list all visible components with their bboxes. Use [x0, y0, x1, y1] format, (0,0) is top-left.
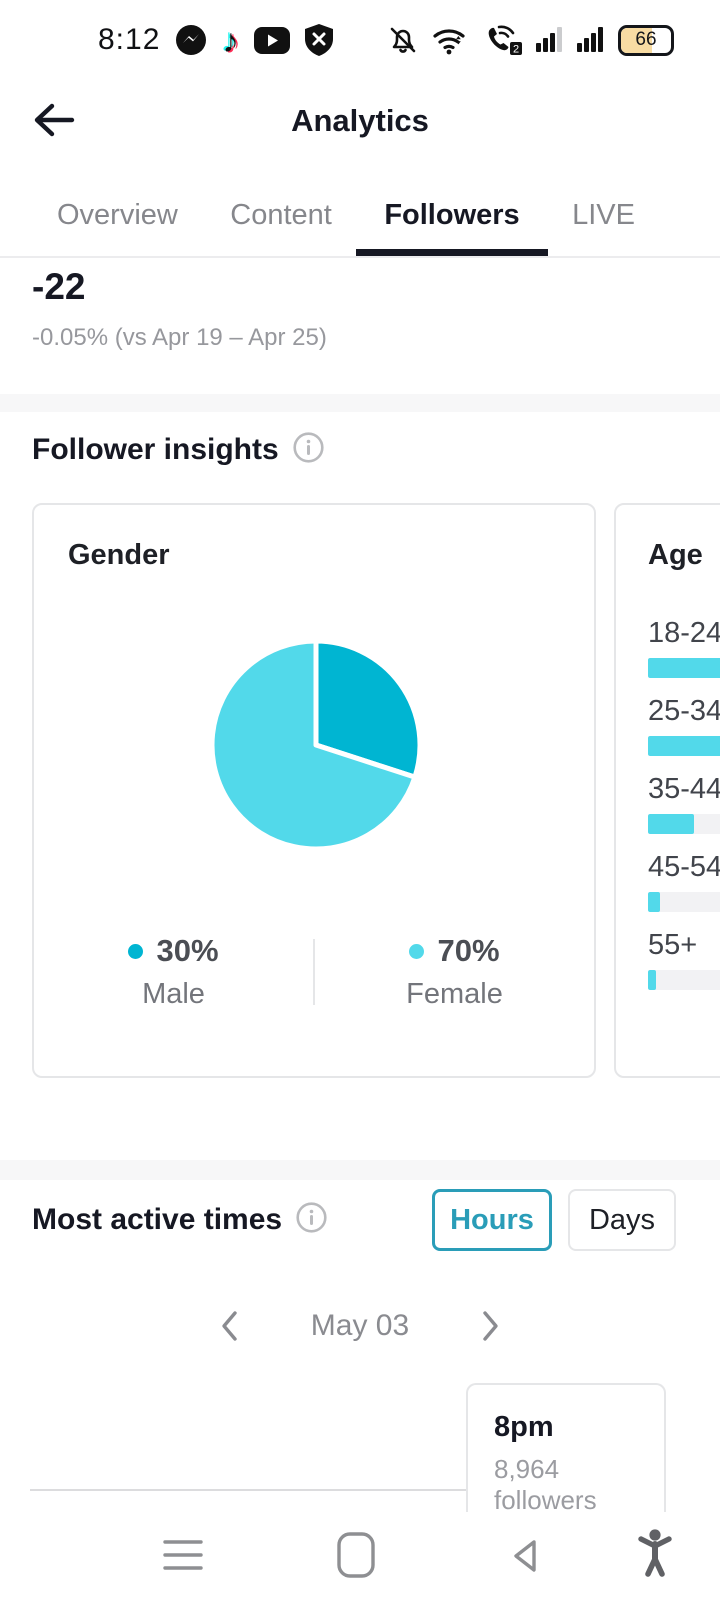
age-bar-track	[648, 814, 720, 834]
gender-card-title: Gender	[68, 539, 170, 571]
age-bar-chart: 18-24 25-34 35-44 45-54 55+	[648, 616, 720, 990]
insight-cards-carousel[interactable]: Gender 30% Male 70% Female Age	[0, 503, 720, 1078]
battery-fill-level	[621, 27, 652, 53]
sim-badge-number: 2	[513, 44, 519, 56]
tiktok-icon: ♪	[222, 21, 239, 59]
tab-content[interactable]: Content	[230, 199, 332, 231]
follower-insights-heading: Follower insights	[32, 432, 324, 468]
age-bar-track	[648, 736, 720, 756]
most-active-times-title: Most active times	[32, 1203, 283, 1236]
date-label: May 03	[310, 1309, 410, 1342]
status-bar-right: 2 66	[387, 23, 674, 57]
age-bar-fill	[648, 658, 720, 678]
battery-percent-text: 66	[635, 29, 657, 50]
bell-muted-icon	[387, 24, 419, 56]
chart-gridline	[30, 1489, 467, 1491]
age-bar-fill	[648, 814, 694, 834]
menu-icon[interactable]	[162, 1538, 204, 1574]
tab-overview[interactable]: Overview	[57, 199, 178, 231]
shield-x-icon	[304, 24, 333, 56]
youtube-icon	[253, 26, 290, 54]
app-header: Analytics	[0, 88, 720, 154]
age-card: Age 18-24 25-34 35-44 45-54 55+	[614, 503, 720, 1078]
legend-item-female: 70% Female	[315, 933, 594, 1011]
wifi-icon	[432, 24, 472, 56]
tab-followers[interactable]: Followers	[356, 176, 549, 256]
signal-sim1-icon	[536, 26, 564, 54]
accessibility-icon[interactable]	[634, 1528, 676, 1578]
female-dot-icon	[409, 943, 425, 959]
signal-sim2-icon	[577, 26, 605, 54]
age-bar-fill	[648, 970, 656, 990]
tab-bar: Overview Content Followers LIVE	[0, 176, 720, 258]
female-percent: 70%	[437, 933, 500, 968]
age-bar-fill	[648, 892, 660, 912]
age-row: 55+	[648, 928, 720, 990]
age-bucket-label: 45-54	[648, 851, 720, 883]
age-bucket-label: 25-34	[648, 695, 720, 727]
home-icon[interactable]	[336, 1532, 376, 1578]
wifi-calling-sim2-icon: 2	[485, 23, 523, 57]
pie-slice-female	[209, 638, 418, 852]
age-bucket-label: 55+	[648, 929, 698, 961]
female-label: Female	[406, 978, 503, 1010]
arrow-left-icon	[30, 100, 76, 145]
age-bar-fill	[648, 736, 720, 756]
legend-divider	[313, 939, 315, 1005]
clock-text: 8:12	[98, 23, 161, 56]
age-bar-track	[648, 892, 720, 912]
messenger-icon	[175, 24, 207, 56]
status-bar-left: 8:12 ♪	[98, 23, 333, 57]
age-bar-track	[648, 970, 720, 990]
hours-button[interactable]: Hours	[432, 1189, 552, 1251]
gender-card: Gender 30% Male 70% Female	[32, 503, 596, 1078]
tooltip-time: 8pm	[494, 1411, 554, 1443]
section-divider	[0, 394, 720, 412]
info-icon[interactable]	[293, 432, 324, 468]
age-row: 18-24	[648, 616, 720, 678]
section-divider	[0, 1160, 720, 1180]
days-button[interactable]: Days	[568, 1189, 676, 1251]
battery-icon: 66	[618, 24, 674, 56]
most-active-times-header: Most active times Hours Days	[32, 1188, 676, 1252]
age-card-title: Age	[648, 539, 703, 571]
age-bar-track	[648, 658, 720, 678]
tab-live[interactable]: LIVE	[572, 199, 635, 231]
back-icon[interactable]	[506, 1536, 546, 1576]
male-label: Male	[142, 978, 205, 1010]
age-bucket-label: 35-44	[648, 773, 720, 805]
info-icon[interactable]	[296, 1202, 327, 1238]
age-row: 45-54	[648, 850, 720, 912]
gender-legend: 30% Male 70% Female	[34, 933, 594, 1011]
most-active-times-heading: Most active times	[32, 1202, 327, 1238]
chevron-right-icon[interactable]	[480, 1309, 502, 1343]
date-navigator: May 03	[0, 1302, 720, 1350]
gender-pie-chart	[204, 633, 428, 857]
followers-delta-value: -22	[32, 266, 86, 307]
male-dot-icon	[128, 943, 144, 959]
male-percent: 30%	[156, 933, 219, 968]
pie-slice-male	[313, 638, 423, 780]
followers-delta-comparison: -0.05% (vs Apr 19 – Apr 25)	[32, 324, 327, 351]
chevron-left-icon[interactable]	[218, 1309, 240, 1343]
age-bucket-label: 18-24	[648, 617, 720, 649]
hours-days-toggle: Hours Days	[432, 1189, 676, 1251]
legend-item-male: 30% Male	[34, 933, 313, 1011]
age-row: 35-44	[648, 772, 720, 834]
chart-tooltip: 8pm 8,964 followers	[466, 1383, 666, 1515]
status-bar: 8:12 ♪	[0, 16, 720, 64]
tooltip-followers: 8,964 followers	[494, 1454, 597, 1515]
follower-insights-title: Follower insights	[32, 433, 279, 466]
page-title: Analytics	[291, 103, 429, 138]
age-row: 25-34	[648, 694, 720, 756]
back-button[interactable]	[30, 98, 82, 146]
